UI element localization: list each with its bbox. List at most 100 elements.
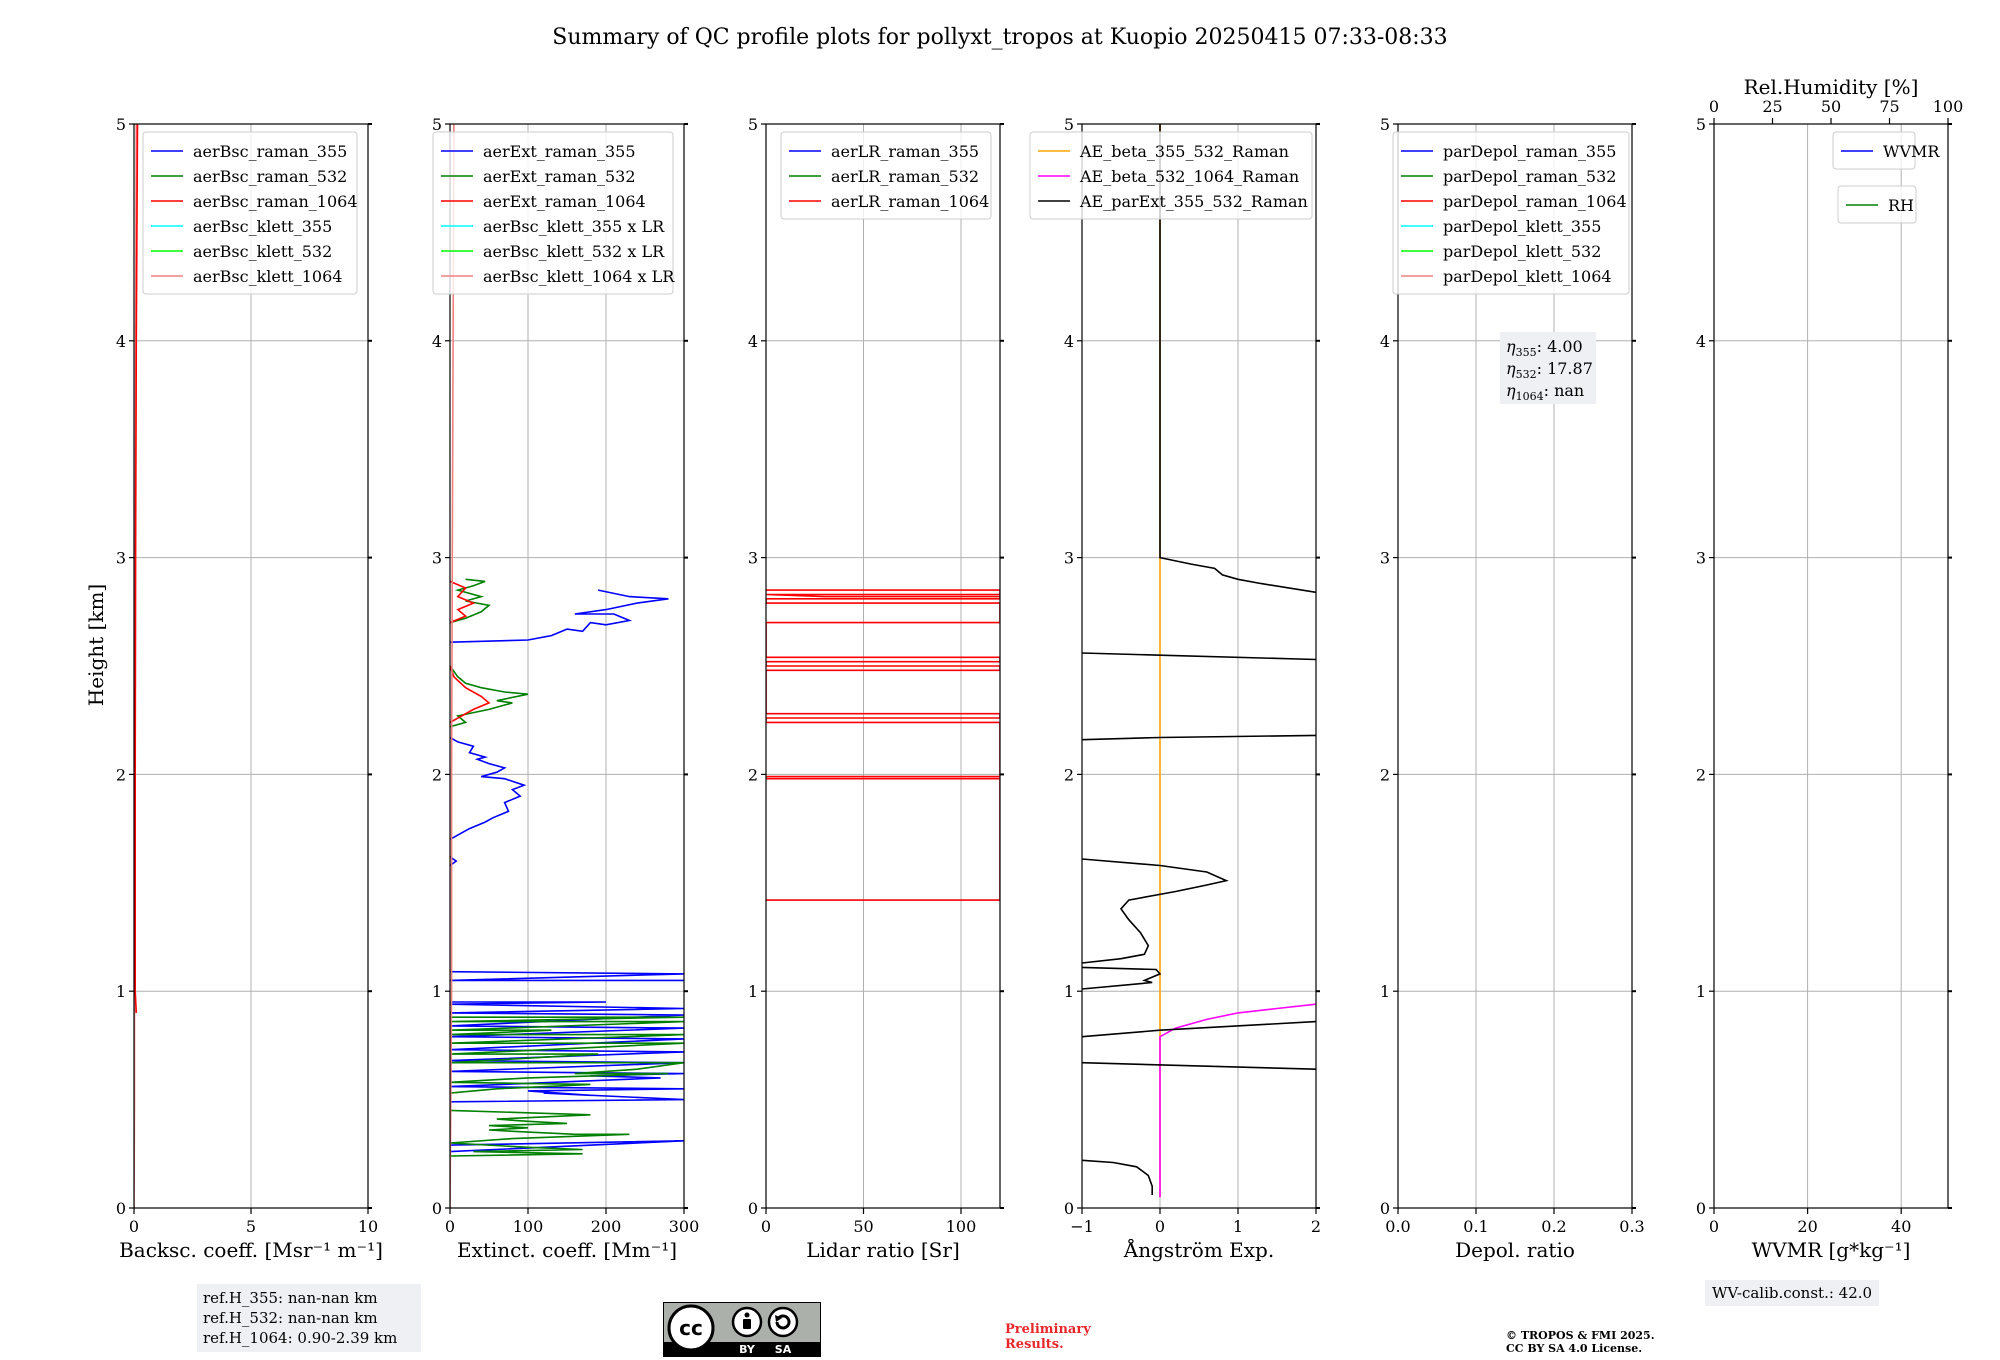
legend-frame — [1832, 131, 1916, 170]
y-tick-label: 0 — [116, 1199, 126, 1218]
chart-panel-1: 0 5 10 0 1 2 3 4 5 Backsc. coeff. [Msr⁻¹ m⁻¹] aerB… — [116, 115, 383, 1262]
cc-by-sa-license-badge: cc BY SA — [663, 1302, 821, 1357]
y-tick-label: 0 — [1064, 1199, 1074, 1218]
x-tick-label: 5 — [246, 1217, 256, 1236]
y-tick-label: 3 — [748, 549, 758, 568]
copyright-note: © TROPOS & FMI 2025. CC BY SA 4.0 Licens… — [1506, 1329, 1655, 1355]
y-tick-label: 1 — [1064, 982, 1074, 1001]
legend-label: parDepol_klett_532 — [1443, 242, 1601, 261]
legend-frame — [432, 131, 674, 295]
x-tick-label: 40 — [1891, 1217, 1911, 1236]
y-tick-label: 4 — [1064, 332, 1074, 351]
cc-logo-text: cc — [679, 1316, 703, 1340]
x-tick-label: 200 — [591, 1217, 622, 1236]
preliminary-line-1: Preliminary — [1005, 1322, 1091, 1337]
y-tick-label: 5 — [748, 115, 758, 134]
x-tick-label: 0 — [1709, 1217, 1719, 1236]
y-tick-label: 1 — [116, 982, 126, 1001]
x-tick-label: 300 — [669, 1217, 700, 1236]
series-line-aerExt_raman_355 — [450, 1001, 684, 1103]
series-group — [766, 589, 1000, 901]
series-line-aerExt_raman_532 — [450, 578, 491, 624]
legend-label: aerLR_raman_532 — [831, 167, 979, 186]
sa-label: SA — [775, 1343, 792, 1356]
x-tick-label: −1 — [1070, 1217, 1094, 1236]
eta-box — [1500, 332, 1596, 404]
y-tick-label: 5 — [116, 115, 126, 134]
x-tick-label: 100 — [513, 1217, 544, 1236]
series-line-aerExt_raman_355 — [450, 736, 527, 841]
top-x-tick-label: 25 — [1762, 97, 1782, 116]
axes-frame — [1081, 123, 1317, 1209]
legend-label: aerBsc_raman_1064 — [193, 192, 358, 211]
x-axis-label: Backsc. coeff. [Msr⁻¹ m⁻¹] — [119, 1238, 383, 1262]
legend-label: aerExt_raman_532 — [483, 167, 636, 186]
series-line-AE_parExt_355_532_Raman — [1082, 1159, 1153, 1195]
legend: aerLR_raman_355 aerLR_raman_532 aerLR_rama… — [780, 131, 992, 220]
legend-label: aerExt_raman_1064 — [483, 192, 646, 211]
y-tick-label: 1 — [748, 982, 758, 1001]
x-tick-label: 10 — [358, 1217, 378, 1236]
axes-frame — [1713, 123, 1949, 1209]
y-tick-label: 5 — [1380, 115, 1390, 134]
x-tick-label: 0.0 — [1385, 1217, 1410, 1236]
legend-label: parDepol_raman_1064 — [1443, 192, 1627, 211]
y-tick-label: 2 — [432, 765, 442, 784]
x-axis-label: Depol. ratio — [1455, 1238, 1575, 1262]
legend-label: aerLR_raman_1064 — [831, 192, 989, 211]
series-line-AE_parExt_355_532_Raman — [1082, 652, 1316, 661]
y-tick-label: 3 — [1696, 549, 1706, 568]
y-tick-label: 4 — [748, 332, 758, 351]
series-line-aerExt_raman_1064 — [450, 580, 476, 624]
x-tick-label: 2 — [1311, 1217, 1321, 1236]
axes-frame — [765, 123, 1001, 1209]
legend: WVMR — [1832, 131, 1940, 170]
series-line-aerExt_raman_1064 — [450, 665, 491, 724]
x-tick-label: 0 — [129, 1217, 139, 1236]
chart-panel-5: 0.0 0.1 0.2 0.3 0 1 2 3 4 5 Depol. ratio parDepol_r… — [1380, 115, 1645, 1262]
series-line-aerExt_raman_532 — [450, 1109, 630, 1157]
y-tick-label: 5 — [1696, 115, 1706, 134]
series-line-aerExt_raman_532 — [450, 1016, 684, 1094]
legend-label: AE_beta_355_532_Raman — [1079, 142, 1289, 161]
x-tick-label: 0.3 — [1619, 1217, 1644, 1236]
legend: AE_beta_355_532_Raman AE_beta_532_1064_Ra… — [1029, 131, 1313, 220]
reference-height-box: ref.H_355: nan-nan km ref.H_532: nan-nan… — [197, 1284, 421, 1352]
axes-frame — [1397, 123, 1633, 1209]
ref-height-532: ref.H_532: nan-nan km — [203, 1309, 378, 1327]
y-tick-label: 0 — [1696, 1199, 1706, 1218]
legend: parDepol_raman_355 parDepol_raman_532 parD… — [1392, 131, 1630, 295]
x-tick-label: 0 — [445, 1217, 455, 1236]
x-tick-label: 50 — [853, 1217, 873, 1236]
y-tick-label: 4 — [1696, 332, 1706, 351]
y-tick-label: 3 — [116, 549, 126, 568]
y-tick-label: 2 — [116, 765, 126, 784]
y-tick-label: 5 — [432, 115, 442, 134]
legend-label: WVMR — [1883, 142, 1940, 161]
y-tick-label: 2 — [1064, 765, 1074, 784]
figure-title: Summary of QC profile plots for pollyxt_… — [552, 25, 1447, 50]
top-x-tick-label: 50 — [1821, 97, 1841, 116]
y-tick-label: 0 — [1380, 1199, 1390, 1218]
legend-label: parDepol_klett_1064 — [1443, 267, 1612, 286]
series-line-aerLR_raman_1064 — [766, 589, 1000, 901]
legend-frame — [142, 131, 358, 295]
top-x-tick-label: 75 — [1879, 97, 1899, 116]
legend-frame — [1029, 131, 1313, 220]
chart-panel-2: 0 100 200 300 0 1 2 3 4 5 Extinct. coeff. [Mm⁻¹] ae… — [432, 115, 699, 1262]
x-tick-label: 0.2 — [1541, 1217, 1566, 1236]
y-tick-label: 1 — [1380, 982, 1390, 1001]
eta-line-1064: η1064: nan — [1506, 381, 1584, 403]
x-axis-label: Extinct. coeff. [Mm⁻¹] — [457, 1238, 677, 1262]
legend: aerBsc_raman_355 aerBsc_raman_532 aerBsc_r… — [142, 131, 358, 295]
series-line-aerBsc_klett_1064 x LR — [450, 124, 455, 1208]
x-tick-label: 0 — [761, 1217, 771, 1236]
legend-label: aerBsc_klett_355 x LR — [483, 217, 665, 236]
legend-label: aerBsc_raman_355 — [193, 142, 347, 161]
legend-label: AE_beta_532_1064_Raman — [1079, 167, 1299, 186]
eta-line-532: η532: 17.87 — [1506, 359, 1593, 381]
legend-label: aerExt_raman_355 — [483, 142, 636, 161]
y-tick-label: 2 — [1696, 765, 1706, 784]
y-tick-label: 2 — [748, 765, 758, 784]
